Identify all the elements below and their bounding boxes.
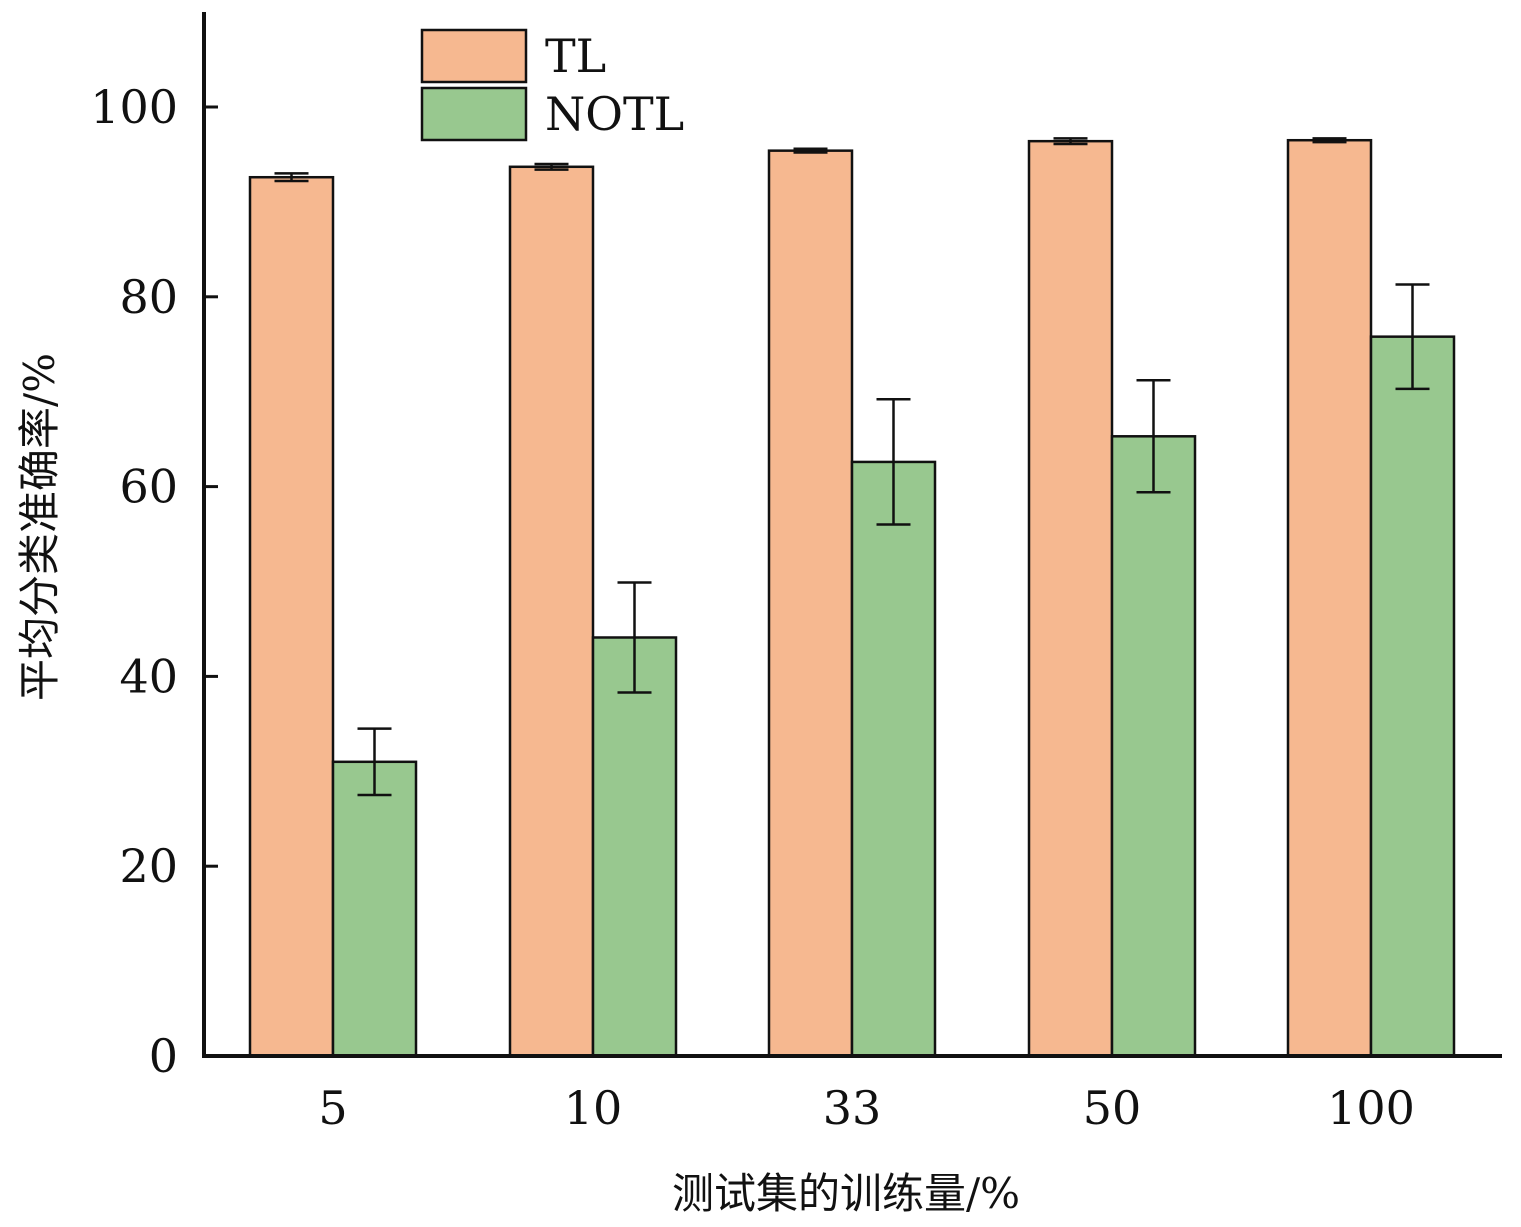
x-tick-label-50: 50 (1083, 1081, 1142, 1135)
bar-notl-50 (1110, 435, 1197, 1058)
errorbar-notl-33 (876, 398, 911, 526)
legend-label-tl: TL (545, 29, 606, 83)
y-tick-label-100: 100 (90, 80, 178, 134)
y-tick-label-80: 80 (119, 270, 178, 324)
axes (202, 12, 1502, 1058)
bar-notl-10 (591, 636, 678, 1058)
x-tick-label-5: 5 (318, 1081, 347, 1135)
x-tick-label-100: 100 (1327, 1081, 1415, 1135)
y-tick-label-0: 0 (149, 1029, 178, 1083)
legend-swatch-tl (420, 28, 528, 84)
bar-notl-100 (1369, 335, 1456, 1058)
error-bars-layer (274, 137, 1430, 797)
y-tick-label-20: 20 (119, 839, 178, 893)
errorbar-notl-5 (357, 727, 392, 797)
legend-swatch-notl (420, 86, 528, 142)
errorbar-tl-5 (274, 172, 309, 183)
errorbar-tl-50 (1053, 137, 1088, 146)
y-tick-label-40: 40 (119, 649, 178, 703)
bar-tl-50 (1027, 139, 1114, 1058)
legend-label-notl: NOTL (545, 87, 684, 141)
bars-layer (248, 138, 1456, 1058)
errorbar-tl-33 (793, 147, 828, 154)
errorbar-notl-50 (1136, 379, 1171, 494)
bar-tl-33 (767, 149, 854, 1058)
x-axis-title: 测试集的训练量/% (672, 1169, 1020, 1218)
x-tick-label-33: 33 (823, 1081, 882, 1135)
bar-tl-5 (248, 175, 335, 1058)
errorbar-notl-100 (1395, 283, 1430, 391)
bar-notl-33 (850, 460, 937, 1058)
x-ticks: 5 10 33 50 100 (318, 1081, 1415, 1135)
errorbar-notl-10 (617, 581, 652, 694)
bar-tl-10 (508, 165, 595, 1058)
x-tick-label-10: 10 (564, 1081, 623, 1135)
y-axis-title: 平均分类准确率/% (15, 353, 64, 701)
errorbar-tl-100 (1312, 137, 1347, 144)
errorbar-tl-10 (534, 162, 569, 171)
bar-tl-100 (1286, 138, 1373, 1058)
y-ticks: 0 20 40 60 80 100 (90, 80, 218, 1083)
y-tick-label-60: 60 (119, 460, 178, 514)
bar-notl-5 (331, 760, 418, 1058)
